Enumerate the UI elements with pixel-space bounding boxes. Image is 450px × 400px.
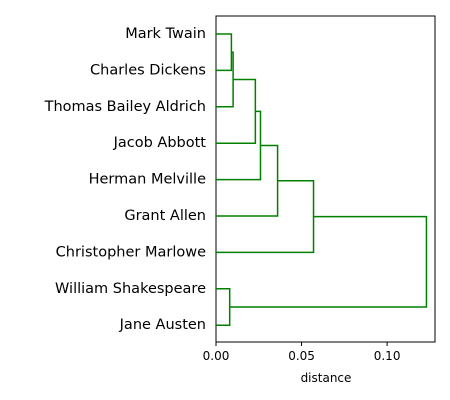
x-tick-label: 0.00 — [203, 349, 230, 363]
x-axis: 0.00 0.05 0.10 — [203, 342, 401, 363]
dendrogram-link — [216, 33, 233, 72]
dendrogram-link — [216, 144, 279, 217]
dendrogram-link — [216, 110, 262, 181]
dendrogram-link — [216, 51, 234, 108]
x-axis-label: distance — [301, 371, 352, 385]
leaf-label: William Shakespeare — [55, 281, 206, 297]
leaf-label: Mark Twain — [125, 26, 206, 42]
x-tick-label: 0.05 — [288, 349, 315, 363]
leaf-label: Christopher Marlowe — [56, 244, 206, 260]
dendrogram-link — [216, 288, 231, 326]
dendrogram-link — [216, 179, 315, 254]
leaf-label: Jacob Abbott — [113, 135, 207, 151]
leaf-label: Herman Melville — [89, 172, 206, 188]
leaf-label: Grant Allen — [124, 208, 206, 224]
leaf-label: Thomas Bailey Aldrich — [44, 99, 206, 115]
leaf-label: Charles Dickens — [90, 62, 206, 78]
dendrogram-link — [229, 215, 428, 308]
dendrogram-links — [216, 33, 428, 326]
leaf-label: Jane Austen — [119, 317, 206, 333]
dendrogram-link — [216, 78, 257, 144]
x-tick-label: 0.10 — [374, 349, 401, 363]
leaf-labels: Mark Twain Charles Dickens Thomas Bailey A… — [44, 26, 207, 333]
